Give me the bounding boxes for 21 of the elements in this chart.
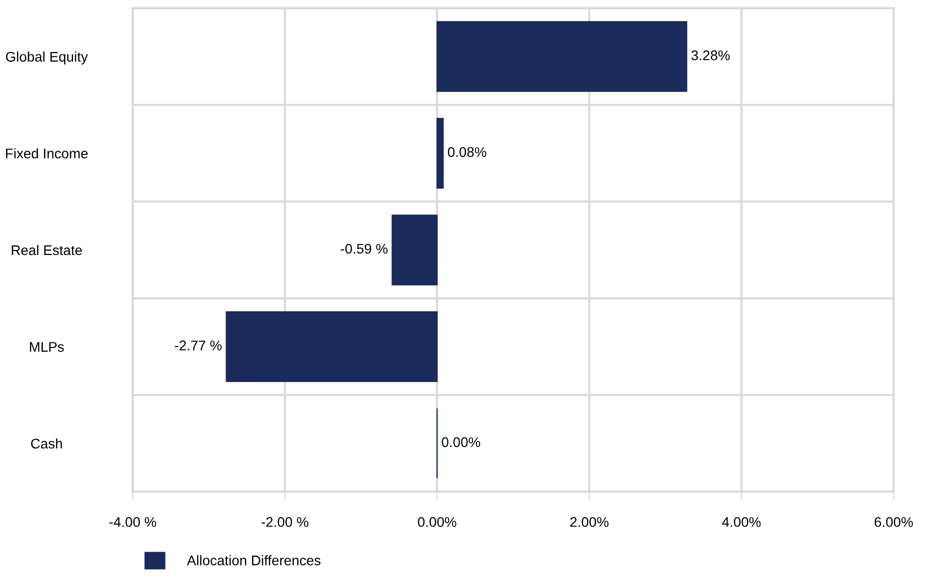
legend-label: Allocation Differences (186, 555, 320, 566)
data-label: -2.77 % (174, 340, 222, 350)
bar (436, 21, 688, 92)
y-tick-label: Global Equity (6, 52, 88, 64)
x-tick-label: -2.00 % (262, 517, 308, 527)
bar (392, 214, 438, 286)
y-tick-label: MLPs (30, 342, 64, 352)
x-tick-label: 6.00% (874, 517, 913, 527)
x-tick-label: 0.00% (418, 517, 456, 527)
x-tick-label: 2.00% (570, 517, 608, 527)
data-label: -0.59 % (340, 244, 388, 254)
y-tick-label: Fixed Income (6, 148, 88, 158)
data-label: 3.28% (691, 50, 730, 60)
y-tick-label: Cash (31, 438, 62, 449)
data-label: 0.08% (448, 147, 486, 157)
bar (226, 311, 438, 382)
x-tick-label: -4.00 % (109, 517, 156, 527)
x-tick-label: 4.00% (722, 517, 761, 527)
bar (436, 118, 444, 189)
y-tick-label: Real Estate (12, 244, 82, 256)
data-label: 0.00% (442, 437, 480, 448)
